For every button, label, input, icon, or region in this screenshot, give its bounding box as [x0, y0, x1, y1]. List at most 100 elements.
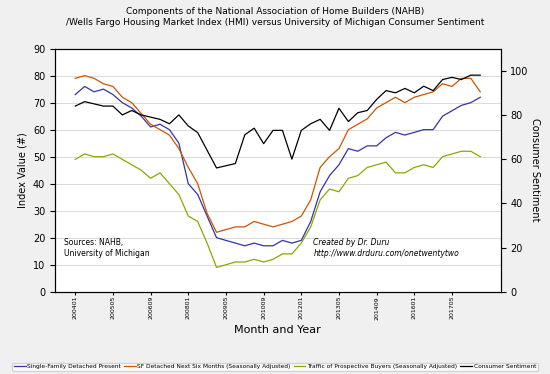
Single-Family Detached Present: [91, 90, 97, 94]
Consumer Sentiment: [119, 113, 125, 117]
Traffic of Prospective Buyers (Seasonally Adjusted): [194, 219, 201, 224]
SF Detached Next Six Months (Seasonally Adjusted): [91, 76, 97, 80]
SF Detached Next Six Months (Seasonally Adjusted): [364, 117, 371, 121]
SF Detached Next Six Months (Seasonally Adjusted): [175, 146, 182, 151]
Single-Family Detached Present: [477, 95, 483, 99]
Single-Family Detached Present: [430, 128, 437, 132]
Traffic of Prospective Buyers (Seasonally Adjusted): [81, 152, 88, 156]
Single-Family Detached Present: [185, 181, 191, 186]
Single-Family Detached Present: [223, 238, 229, 243]
Y-axis label: Index Value (#): Index Value (#): [18, 132, 28, 208]
Single-Family Detached Present: [468, 100, 474, 105]
SF Detached Next Six Months (Seasonally Adjusted): [298, 214, 305, 218]
Single-Family Detached Present: [326, 173, 333, 178]
Traffic of Prospective Buyers (Seasonally Adjusted): [439, 154, 446, 159]
Single-Family Detached Present: [147, 125, 154, 129]
Traffic of Prospective Buyers (Seasonally Adjusted): [185, 214, 191, 218]
Single-Family Detached Present: [336, 163, 342, 167]
SF Detached Next Six Months (Seasonally Adjusted): [81, 73, 88, 78]
SF Detached Next Six Months (Seasonally Adjusted): [430, 90, 437, 94]
X-axis label: Month and Year: Month and Year: [234, 325, 321, 335]
Single-Family Detached Present: [345, 146, 351, 151]
SF Detached Next Six Months (Seasonally Adjusted): [129, 100, 135, 105]
Consumer Sentiment: [279, 128, 286, 133]
Single-Family Detached Present: [157, 122, 163, 126]
Single-Family Detached Present: [232, 241, 239, 245]
Single-Family Detached Present: [364, 144, 371, 148]
SF Detached Next Six Months (Seasonally Adjusted): [72, 76, 79, 80]
Consumer Sentiment: [449, 75, 455, 80]
Consumer Sentiment: [373, 97, 380, 102]
Consumer Sentiment: [175, 113, 182, 117]
SF Detached Next Six Months (Seasonally Adjusted): [232, 225, 239, 229]
Consumer Sentiment: [260, 141, 267, 146]
Single-Family Detached Present: [439, 114, 446, 119]
Single-Family Detached Present: [194, 192, 201, 197]
Single-Family Detached Present: [420, 128, 427, 132]
Traffic of Prospective Buyers (Seasonally Adjusted): [138, 168, 145, 172]
Traffic of Prospective Buyers (Seasonally Adjusted): [204, 241, 211, 245]
Single-Family Detached Present: [279, 238, 286, 243]
Y-axis label: Consumer Sentiment: Consumer Sentiment: [530, 119, 540, 222]
SF Detached Next Six Months (Seasonally Adjusted): [166, 133, 173, 137]
Single-Family Detached Present: [260, 243, 267, 248]
Traffic of Prospective Buyers (Seasonally Adjusted): [336, 190, 342, 194]
Traffic of Prospective Buyers (Seasonally Adjusted): [175, 192, 182, 197]
Single-Family Detached Present: [298, 238, 305, 243]
Single-Family Detached Present: [449, 108, 455, 113]
Legend: Single-Family Detached Present, SF Detached Next Six Months (Seasonally Adjusted: Single-Family Detached Present, SF Detac…: [12, 362, 538, 371]
Traffic of Prospective Buyers (Seasonally Adjusted): [147, 176, 154, 181]
Single-Family Detached Present: [72, 92, 79, 97]
SF Detached Next Six Months (Seasonally Adjusted): [185, 165, 191, 170]
Traffic of Prospective Buyers (Seasonally Adjusted): [449, 152, 455, 156]
Single-Family Detached Present: [166, 128, 173, 132]
Traffic of Prospective Buyers (Seasonally Adjusted): [411, 165, 417, 170]
Single-Family Detached Present: [204, 214, 211, 218]
Traffic of Prospective Buyers (Seasonally Adjusted): [317, 197, 323, 202]
Consumer Sentiment: [468, 73, 474, 77]
Single-Family Detached Present: [251, 241, 257, 245]
Traffic of Prospective Buyers (Seasonally Adjusted): [119, 157, 125, 162]
Traffic of Prospective Buyers (Seasonally Adjusted): [109, 152, 116, 156]
SF Detached Next Six Months (Seasonally Adjusted): [119, 95, 125, 99]
Single-Family Detached Present: [392, 130, 399, 135]
SF Detached Next Six Months (Seasonally Adjusted): [204, 211, 211, 216]
Traffic of Prospective Buyers (Seasonally Adjusted): [420, 163, 427, 167]
SF Detached Next Six Months (Seasonally Adjusted): [223, 227, 229, 232]
SF Detached Next Six Months (Seasonally Adjusted): [458, 76, 465, 80]
Traffic of Prospective Buyers (Seasonally Adjusted): [345, 176, 351, 181]
Consumer Sentiment: [251, 126, 257, 131]
Consumer Sentiment: [402, 86, 408, 91]
Single-Family Detached Present: [383, 135, 389, 140]
SF Detached Next Six Months (Seasonally Adjusted): [468, 76, 474, 80]
Text: Components of the National Association of Home Builders (NAHB)
/Wells Fargo Hous: Components of the National Association o…: [66, 7, 484, 27]
Consumer Sentiment: [204, 148, 211, 153]
Text: Created by Dr. Duru
http://www.drduru.com/onetwentytwo: Created by Dr. Duru http://www.drduru.co…: [314, 238, 459, 258]
Consumer Sentiment: [194, 131, 201, 135]
Consumer Sentiment: [232, 161, 239, 166]
Consumer Sentiment: [317, 117, 323, 122]
Traffic of Prospective Buyers (Seasonally Adjusted): [213, 265, 220, 270]
SF Detached Next Six Months (Seasonally Adjusted): [100, 82, 107, 86]
Line: SF Detached Next Six Months (Seasonally Adjusted): SF Detached Next Six Months (Seasonally …: [75, 76, 480, 232]
Traffic of Prospective Buyers (Seasonally Adjusted): [402, 171, 408, 175]
Consumer Sentiment: [157, 117, 163, 122]
Traffic of Prospective Buyers (Seasonally Adjusted): [241, 260, 248, 264]
Traffic of Prospective Buyers (Seasonally Adjusted): [430, 165, 437, 170]
Traffic of Prospective Buyers (Seasonally Adjusted): [468, 149, 474, 153]
SF Detached Next Six Months (Seasonally Adjusted): [402, 100, 408, 105]
Consumer Sentiment: [383, 88, 389, 93]
SF Detached Next Six Months (Seasonally Adjusted): [241, 225, 248, 229]
Single-Family Detached Present: [458, 103, 465, 108]
Traffic of Prospective Buyers (Seasonally Adjusted): [383, 160, 389, 164]
Consumer Sentiment: [364, 108, 371, 113]
Consumer Sentiment: [289, 157, 295, 161]
Consumer Sentiment: [100, 104, 107, 108]
SF Detached Next Six Months (Seasonally Adjusted): [477, 90, 483, 94]
SF Detached Next Six Months (Seasonally Adjusted): [317, 165, 323, 170]
Traffic of Prospective Buyers (Seasonally Adjusted): [307, 225, 314, 229]
SF Detached Next Six Months (Seasonally Adjusted): [251, 219, 257, 224]
Consumer Sentiment: [458, 77, 465, 82]
SF Detached Next Six Months (Seasonally Adjusted): [270, 225, 276, 229]
SF Detached Next Six Months (Seasonally Adjusted): [449, 84, 455, 89]
